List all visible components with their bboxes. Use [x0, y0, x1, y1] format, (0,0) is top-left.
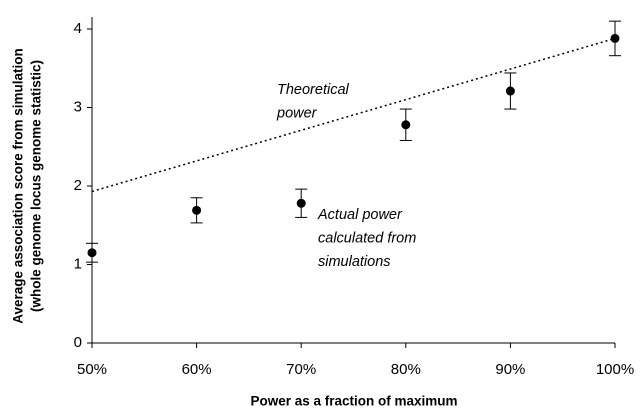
point: [401, 120, 411, 130]
x-tick-label: 90%: [495, 361, 525, 378]
point: [505, 86, 515, 96]
x-tick-label: 60%: [182, 361, 212, 378]
y-tick-label: 3: [74, 98, 82, 115]
x-axis-title: Power as a fraction of maximum: [250, 394, 457, 409]
annotation: calculated from: [318, 230, 416, 246]
annotation: Actual power: [317, 207, 403, 223]
point: [610, 33, 620, 43]
y-tick-label: 4: [74, 20, 82, 37]
annotation: power: [276, 105, 318, 121]
y-axis-title: Average association score from simulatio…: [11, 48, 44, 324]
y-axis-title-line: (whole genome locus genome statistic): [29, 60, 44, 312]
y-tick-label: 0: [74, 334, 82, 351]
point: [192, 205, 202, 215]
x-tick-label: 100%: [596, 361, 634, 378]
x-tick-label: 50%: [77, 361, 107, 378]
point: [296, 198, 306, 208]
annotation: Theoretical: [277, 82, 350, 98]
y-axis-title-line: Average association score from simulatio…: [11, 48, 26, 324]
point: [87, 248, 97, 258]
x-tick-label: 80%: [391, 361, 421, 378]
y-tick-label: 2: [74, 177, 82, 194]
x-tick-label: 70%: [286, 361, 316, 378]
y-tick-label: 1: [74, 255, 82, 272]
annotation: simulations: [318, 254, 391, 270]
trend-line: [91, 37, 616, 193]
